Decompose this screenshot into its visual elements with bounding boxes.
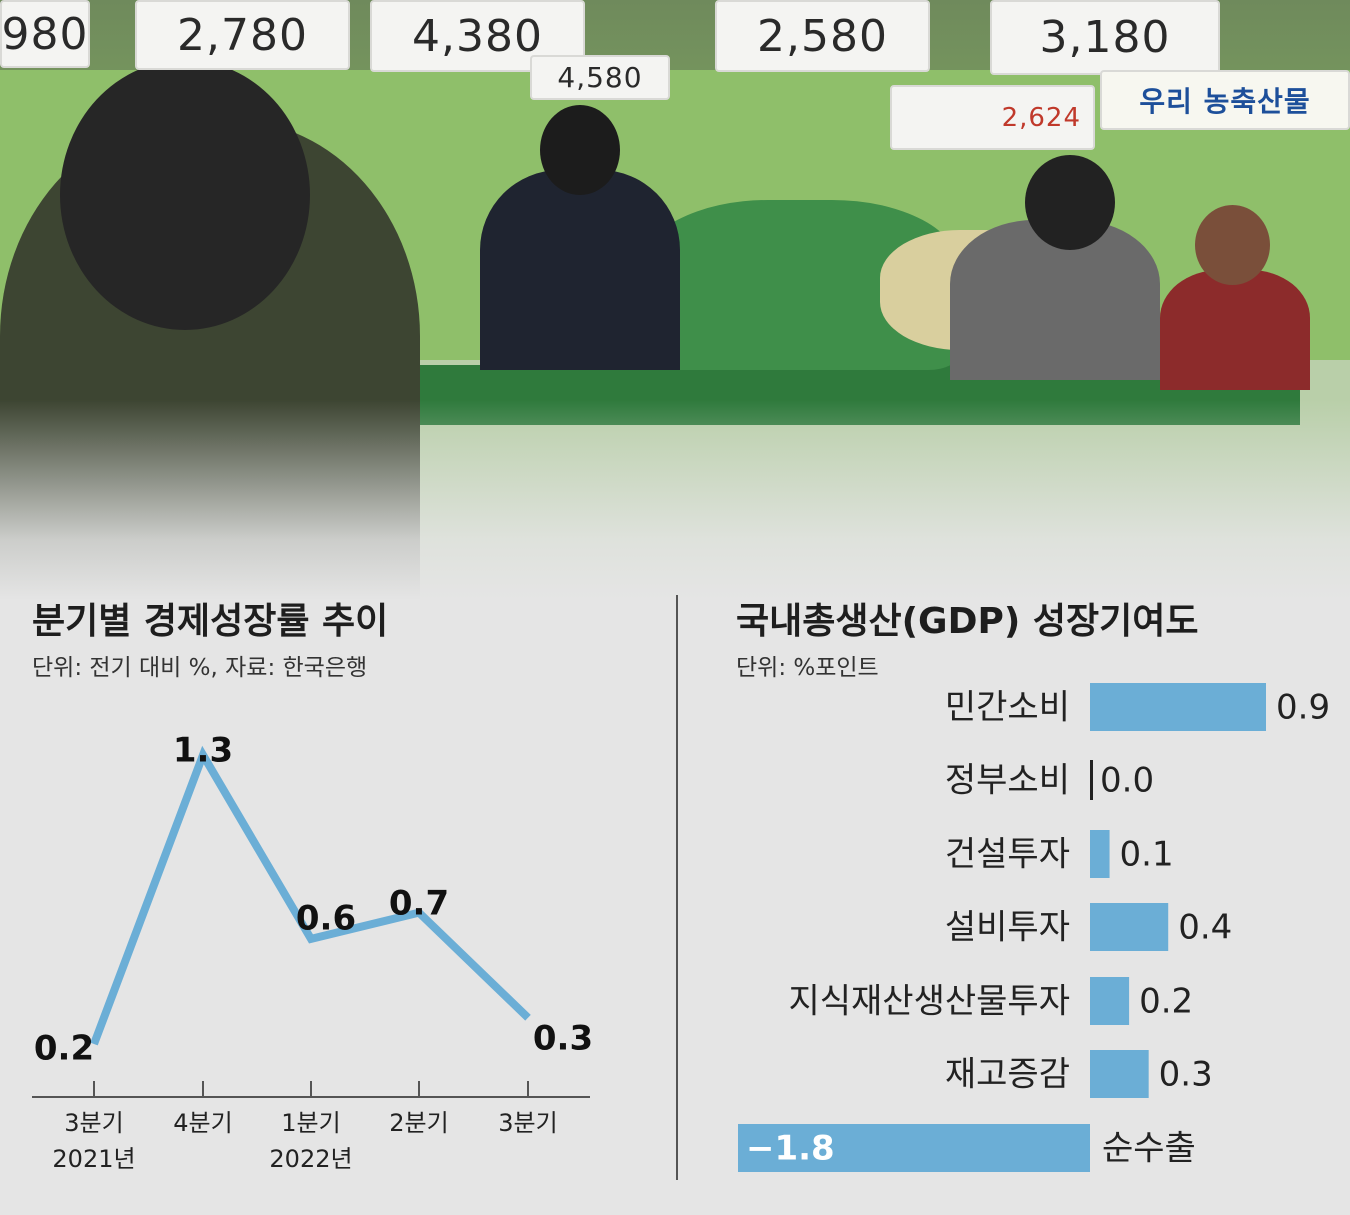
x-tick-label: 4분기 (173, 1109, 232, 1137)
category-label: 순수출 (1102, 1129, 1196, 1169)
price-tag: 4,580 (530, 55, 670, 100)
x-tick-label: 1분기 (281, 1109, 340, 1137)
value-label: 0.7 (389, 884, 449, 924)
x-tick-year-label: 2022년 (269, 1145, 352, 1173)
category-label: 설비투자 (945, 908, 1070, 948)
shopper-center-head (540, 105, 620, 195)
bar (738, 1124, 1090, 1172)
price-tag: 980 (0, 0, 90, 68)
left-chart-subtitle: 단위: 전기 대비 %, 자료: 한국은행 (32, 655, 368, 681)
photo-fade (0, 400, 1350, 600)
bar (1090, 1050, 1149, 1098)
right-chart-title: 국내총생산(GDP) 성장기여도 (736, 601, 1199, 642)
right-chart-subtitle: 단위: %포인트 (736, 655, 879, 681)
value-label: 0.3 (533, 1019, 593, 1059)
shopper-far-right (1160, 270, 1310, 390)
bar (1090, 830, 1110, 878)
category-label: 재고증감 (945, 1055, 1070, 1095)
bar (1090, 977, 1130, 1025)
price-tag: 4,380 (370, 0, 585, 72)
price-tag: 2,624 (890, 85, 1095, 150)
price-tag: 3,180 (990, 0, 1220, 75)
shopper-right-head (1025, 155, 1115, 250)
bar (1090, 683, 1266, 731)
gdp-contribution-bar-chart: 민간소비 0.9 정부소비 0.0 건설투자 0.1 설비투자 0.4 지식재산생산물투자 0.2… (738, 683, 1330, 1172)
growth-line-chart: 0.2 1.3 0.6 0.7 0.3 3분기 2021년 4분기 1분기 2022년 2분기 3분기 (32, 731, 593, 1173)
sign-board: 우리 농축산물 (1100, 70, 1350, 130)
category-label: 지식재산생산물투자 (788, 982, 1070, 1022)
panel-divider (676, 595, 678, 1180)
x-tick-year-label: 2021년 (52, 1145, 135, 1173)
value-label: 0.2 (1139, 982, 1193, 1022)
category-label: 건설투자 (945, 835, 1070, 875)
value-label: 0.1 (1120, 835, 1174, 875)
market-photo: 980 2,780 4,380 4,580 2,580 3,180 2,624 … (0, 0, 1350, 600)
bar (1090, 903, 1169, 951)
shopper-center (480, 170, 680, 370)
shopper-far-right-head (1195, 205, 1270, 285)
left-chart-title: 분기별 경제성장률 추이 (32, 601, 389, 642)
value-label: 0.3 (1159, 1055, 1213, 1095)
value-label: 1.3 (173, 731, 233, 771)
x-tick-label: 2분기 (389, 1109, 448, 1137)
value-label: 0.2 (34, 1029, 94, 1069)
value-label: −1.8 (746, 1129, 835, 1169)
bar (1090, 760, 1093, 800)
price-tag: 2,780 (135, 0, 350, 70)
value-label: 0.4 (1178, 908, 1232, 948)
value-label: 0.9 (1276, 688, 1330, 728)
value-label: 0.0 (1100, 761, 1154, 801)
shopper-head (60, 60, 310, 330)
x-tick-label: 3분기 (498, 1109, 557, 1137)
value-label: 0.6 (296, 899, 356, 939)
category-label: 민간소비 (945, 688, 1070, 728)
category-label: 정부소비 (945, 761, 1070, 801)
price-tag: 2,580 (715, 0, 930, 72)
x-tick-label: 3분기 (64, 1109, 123, 1137)
